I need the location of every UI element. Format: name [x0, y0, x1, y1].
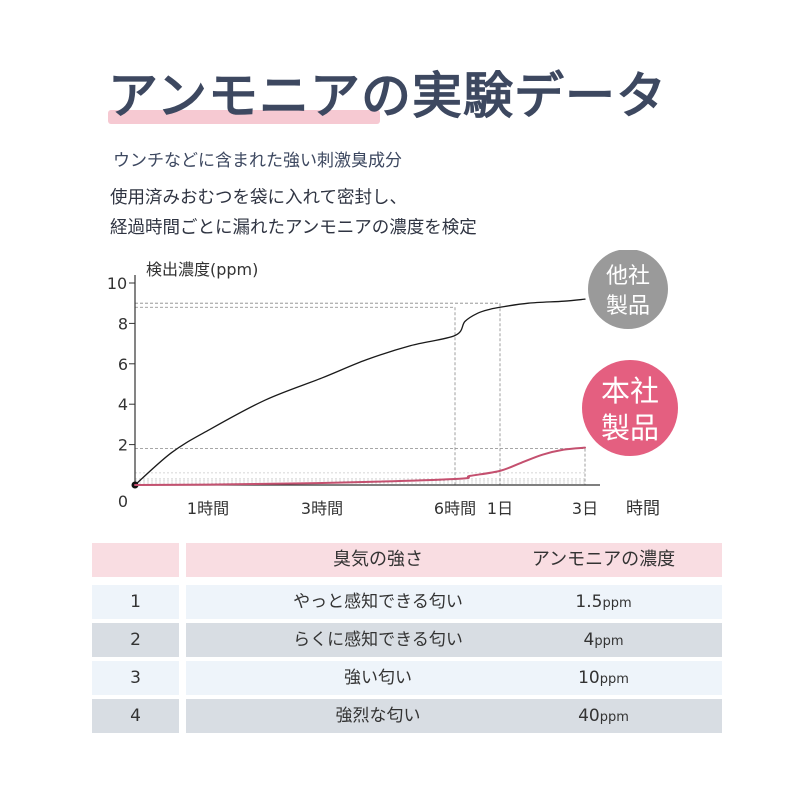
ours-badge-line1: 本社	[601, 374, 659, 408]
row-concentration: 10ppm	[485, 661, 722, 695]
row-concentration: 1.5ppm	[485, 585, 722, 619]
table-header-concentration: アンモニアの濃度	[485, 543, 722, 577]
concentration-unit: ppm	[599, 672, 629, 687]
concentration-value: 1.5	[575, 592, 603, 612]
x-axis-title: 時間	[626, 499, 660, 519]
ours-badge-line2: 製品	[601, 411, 659, 445]
table-row: 1 やっと感知できる匂い 1.5ppm	[92, 585, 722, 619]
row-level: 4	[92, 699, 179, 733]
row-level: 3	[92, 661, 179, 695]
title-highlight	[108, 110, 380, 124]
competitor-series-line	[134, 298, 586, 486]
x-tick-label: 3日	[572, 499, 598, 518]
y-tick-label: 8	[118, 314, 128, 333]
experiment-description: 使用済みおむつを袋に入れて密封し、 経過時間ごとに漏れたアンモニアの濃度を検定	[110, 183, 477, 243]
competitor-badge	[588, 250, 668, 329]
row-level: 1	[92, 585, 179, 619]
concentration-unit: ppm	[599, 710, 629, 725]
table-row: 3 強い匂い 10ppm	[92, 661, 722, 695]
y-tick-label: 2	[118, 436, 128, 455]
description-line-1: 使用済みおむつを袋に入れて密封し、	[110, 188, 407, 208]
concentration-unit: ppm	[594, 634, 624, 649]
row-concentration: 4ppm	[485, 623, 722, 657]
x-tick-label: 6時間	[434, 499, 476, 518]
row-concentration: 40ppm	[485, 699, 722, 733]
table-header-row: 臭気の強さ アンモニアの濃度	[92, 543, 722, 577]
concentration-unit: ppm	[602, 596, 632, 611]
concentration-value: 4	[583, 630, 595, 650]
description-line-2: 経過時間ごとに漏れたアンモニアの濃度を検定	[110, 218, 477, 238]
y-tick-label: 0	[118, 492, 128, 511]
competitor-badge-line1: 他社	[606, 264, 650, 289]
x-tick-label: 1日	[487, 499, 513, 518]
page-title: アンモニアの実験データ	[108, 67, 667, 125]
title-block: アンモニアの実験データ	[108, 56, 667, 128]
concentration-value: 40	[578, 706, 600, 726]
concentration-value: 10	[578, 668, 600, 688]
row-level: 2	[92, 623, 179, 657]
y-tick-label: 6	[118, 355, 128, 374]
page-subtitle: ウンチなどに含まれた強い刺激臭成分	[113, 151, 402, 171]
table-header-level	[92, 543, 179, 577]
y-axis-title: 検出濃度(ppm)	[146, 260, 258, 279]
ours-series-line	[134, 446, 586, 486]
table-row: 2 らくに感知できる匂い 4ppm	[92, 623, 722, 657]
y-tick-label: 4	[118, 395, 128, 414]
table-row: 4 強烈な匂い 40ppm	[92, 699, 722, 733]
y-tick-label: 10	[107, 274, 127, 293]
ours-badge	[582, 360, 678, 456]
competitor-badge-line2: 製品	[606, 294, 650, 319]
x-tick-label: 1時間	[187, 499, 229, 518]
x-tick-label: 3時間	[301, 499, 343, 518]
